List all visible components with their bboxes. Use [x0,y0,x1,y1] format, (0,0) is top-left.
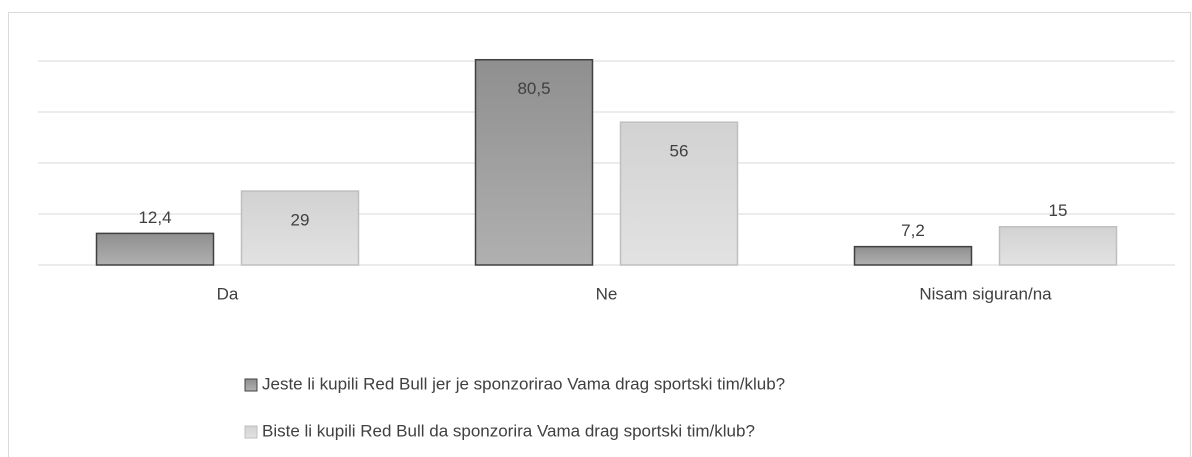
x-tick-label: Da [217,284,239,303]
chart-border [8,12,1191,457]
legend-marker [244,378,258,392]
data-label: 15 [1049,201,1068,220]
data-label: 29 [291,211,310,230]
bar [240,190,360,266]
x-tick-label: Nisam siguran/na [919,284,1052,303]
data-label: 12,4 [138,208,171,227]
data-label: 7,2 [901,221,925,240]
bar [95,232,215,266]
data-label: 56 [670,142,689,161]
bar [619,121,739,266]
bar [998,226,1118,266]
x-tick-label: Ne [596,284,618,303]
bar [853,245,973,266]
legend-marker [244,425,258,439]
data-label: 80,5 [517,79,550,98]
legend-label: Jeste li kupili Red Bull jer je sponzori… [262,374,785,393]
legend-label: Biste li kupili Red Bull da sponzorira V… [262,421,755,440]
bar [474,58,594,266]
